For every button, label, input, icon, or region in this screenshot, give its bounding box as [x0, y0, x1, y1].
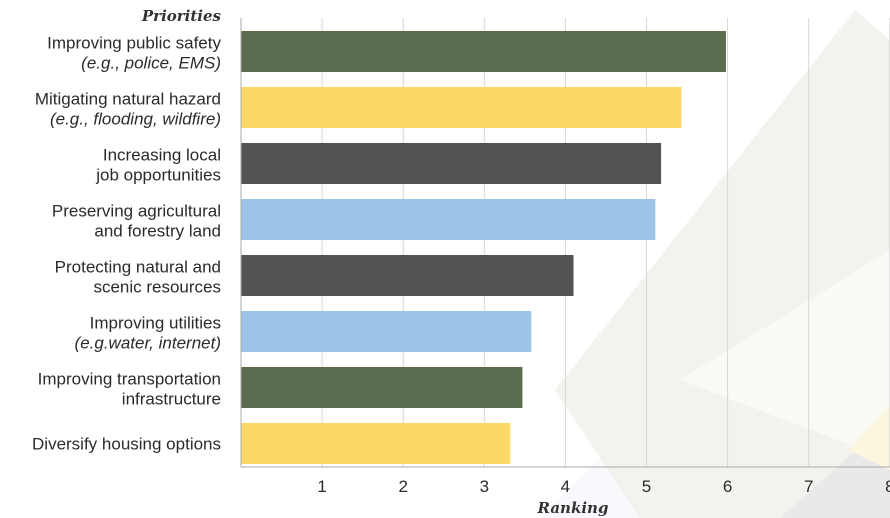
- bar: [241, 143, 662, 184]
- bar: [241, 199, 656, 240]
- bars: [241, 31, 726, 464]
- category-label: Diversify housing options: [32, 435, 221, 454]
- category-label: Improving transportation: [38, 370, 221, 389]
- category-label: Mitigating natural hazard: [35, 90, 221, 109]
- x-tick-label: 7: [804, 477, 813, 496]
- bar: [241, 255, 574, 296]
- bar: [241, 87, 682, 128]
- bar: [241, 31, 726, 72]
- bar: [241, 367, 523, 408]
- category-label-line2: infrastructure: [122, 390, 221, 409]
- background-decoration: [540, 10, 890, 518]
- category-label-line2: (e.g., flooding, wildfire): [50, 110, 221, 129]
- x-tick-label: 8: [885, 477, 890, 496]
- x-tick-label: 5: [642, 477, 651, 496]
- category-label: Improving public safety: [47, 34, 221, 53]
- category-label-line2: and forestry land: [94, 222, 221, 241]
- category-label-line2: job opportunities: [95, 166, 221, 185]
- category-label-line2: (e.g., police, EMS): [81, 54, 221, 73]
- category-label-line2: scenic resources: [93, 278, 221, 297]
- category-label: Increasing local: [103, 146, 221, 165]
- x-tick-label: 1: [317, 477, 326, 496]
- x-axis-title: Ranking: [537, 499, 609, 517]
- x-tick-label: 6: [723, 477, 732, 496]
- category-labels: Improving public safety(e.g., police, EM…: [32, 34, 221, 454]
- category-label: Improving utilities: [90, 314, 221, 333]
- category-label: Protecting natural and: [55, 258, 221, 277]
- bar: [241, 311, 532, 352]
- bar: [241, 423, 511, 464]
- x-tick-label: 4: [561, 477, 570, 496]
- y-axis-title: Priorities: [141, 7, 222, 25]
- category-label: Preserving agricultural: [52, 202, 221, 221]
- category-label-line2: (e.g.water, internet): [75, 334, 221, 353]
- x-tick-label: 3: [480, 477, 489, 496]
- x-axis: 1 2 3 4 5 6 7 8: [240, 18, 890, 496]
- x-tick-label: 2: [398, 477, 407, 496]
